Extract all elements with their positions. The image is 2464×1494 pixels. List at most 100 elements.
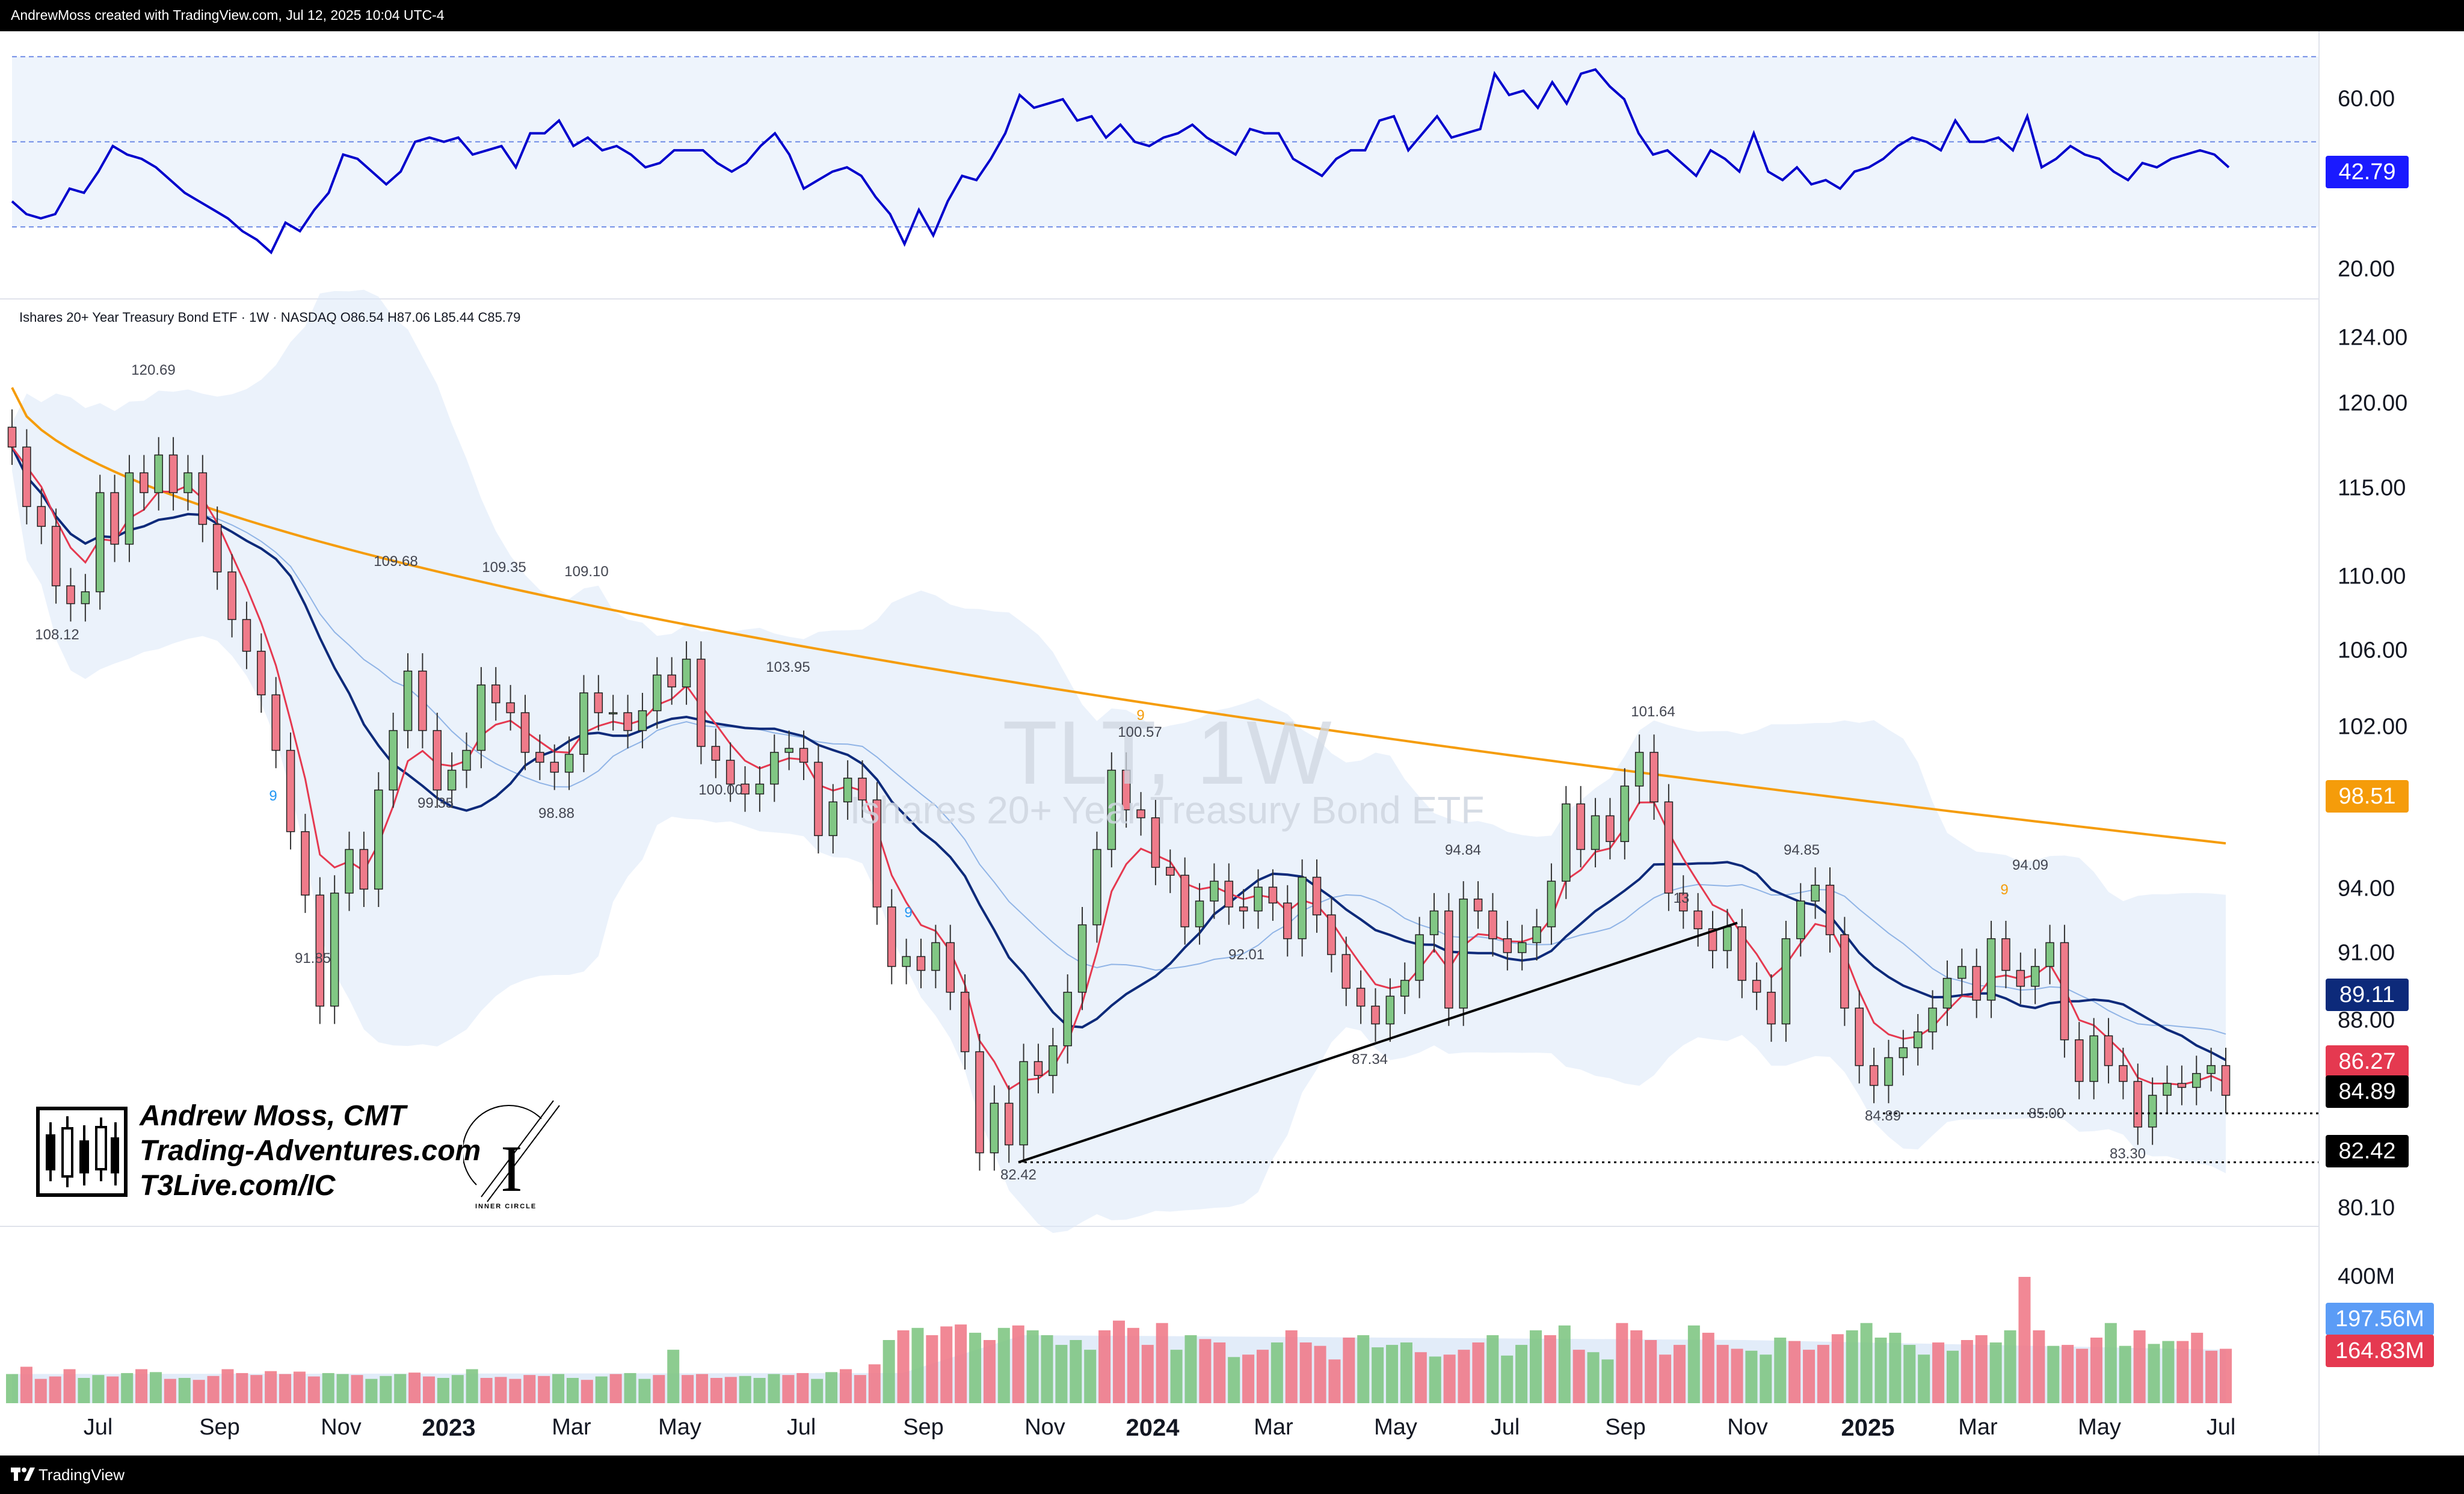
volume-bar	[2090, 1337, 2102, 1403]
bollinger-mid-line	[11, 446, 2226, 1035]
volume-bar	[566, 1378, 579, 1403]
up-candle	[1884, 1057, 1893, 1086]
author-site[interactable]: Trading-Adventures.com	[140, 1135, 481, 1167]
volume-bar	[1242, 1354, 1255, 1403]
volume-bar	[969, 1332, 982, 1403]
up-candle	[81, 591, 90, 604]
down-candle	[1576, 803, 1585, 850]
volume-bar	[1731, 1348, 1743, 1403]
volume-bar	[164, 1379, 176, 1403]
volume-bar	[1544, 1335, 1556, 1403]
price-annotation: 94.84	[1444, 842, 1482, 858]
down-candle	[667, 674, 676, 687]
up-candle	[1723, 926, 1732, 951]
price-tick: 115.00	[2338, 475, 2406, 501]
down-candle	[66, 585, 75, 604]
down-candle	[433, 730, 442, 791]
volume-bar	[78, 1378, 90, 1403]
volume-bar	[265, 1371, 277, 1403]
volume-bar	[2162, 1341, 2175, 1403]
volume-bar	[192, 1380, 205, 1403]
volume-bar	[638, 1379, 651, 1403]
up-candle	[990, 1102, 999, 1154]
down-candle	[1166, 867, 1175, 876]
down-candle	[1708, 928, 1717, 951]
down-candle	[550, 761, 559, 773]
volume-bar	[2205, 1350, 2218, 1403]
price-annotation: 120.69	[131, 362, 176, 378]
up-candle	[1195, 900, 1204, 927]
volume-bar	[2004, 1330, 2016, 1403]
td-count-annotation: 9	[2000, 882, 2009, 898]
up-candle	[95, 492, 105, 592]
down-candle	[140, 472, 149, 493]
down-candle	[1649, 752, 1659, 803]
author-link[interactable]: T3Live.com/IC	[140, 1170, 336, 1202]
up-candle	[1547, 881, 1556, 927]
down-candle	[257, 651, 266, 696]
volume-bar	[20, 1366, 32, 1403]
volume-bar	[1659, 1354, 1672, 1403]
td-count-annotation: 9	[904, 905, 913, 921]
low-price-tag: 82.42	[2326, 1135, 2409, 1167]
up-candle	[2163, 1083, 2172, 1096]
tradingview-brand: TradingView	[38, 1466, 125, 1484]
volume-bar	[394, 1374, 407, 1403]
rsi-value-tag: 42.79	[2326, 156, 2409, 188]
down-candle	[2104, 1035, 2113, 1066]
volume-bar	[1414, 1352, 1427, 1403]
x-tick: Nov	[1727, 1415, 1768, 1440]
up-candle	[1942, 977, 1952, 1009]
volume-bar	[1975, 1335, 1988, 1403]
down-candle	[168, 454, 178, 493]
price-tick: 120.00	[2338, 390, 2408, 416]
down-candle	[491, 684, 500, 704]
up-candle	[1400, 980, 1409, 997]
volume-bar	[882, 1340, 895, 1403]
volume-bar	[149, 1372, 162, 1403]
volume-bar	[897, 1330, 910, 1403]
down-candle	[1180, 875, 1189, 927]
volume-bar	[509, 1379, 522, 1403]
volume-bar	[724, 1377, 737, 1403]
volume-bar	[1702, 1332, 1714, 1403]
volume-bar	[1860, 1323, 1873, 1403]
up-candle	[1517, 942, 1527, 953]
down-candle	[286, 749, 295, 832]
credit-text: AndrewMoss created with TradingView.com,…	[11, 7, 445, 23]
volume-bar	[1745, 1350, 1758, 1403]
bollinger-band	[12, 289, 2226, 1234]
down-candle	[1679, 893, 1688, 912]
down-candle	[242, 619, 251, 652]
price-annotation: 98.88	[538, 805, 575, 822]
volume-bar	[1616, 1323, 1628, 1403]
symbol-legend[interactable]: Ishares 20+ Year Treasury Bond ETF · 1W …	[19, 310, 521, 325]
volume-bar	[1558, 1325, 1571, 1403]
volume-bar	[1601, 1359, 1614, 1403]
down-candle	[814, 761, 823, 837]
volume-bar	[1817, 1345, 1829, 1403]
sma50-price-tag: 89.11	[2326, 979, 2409, 1011]
x-tick-year: 2025	[1841, 1415, 1895, 1441]
volume-bar	[911, 1327, 924, 1403]
price-tick: 88.00	[2338, 1007, 2395, 1033]
down-candle	[594, 692, 603, 713]
down-candle	[1488, 910, 1497, 939]
price-annotation: 109.35	[482, 559, 526, 576]
tradingview-logo-icon	[11, 1468, 35, 1481]
price-annotation: 83.30	[2109, 1146, 2146, 1162]
up-candle	[2207, 1065, 2216, 1074]
x-tick: May	[658, 1415, 701, 1440]
volume-bar	[2220, 1348, 2232, 1403]
sma200-price-tag: 98.51	[2326, 780, 2409, 813]
up-candle	[1620, 785, 1630, 842]
up-candle	[389, 730, 398, 791]
up-candle	[1385, 995, 1395, 1025]
down-candle	[916, 956, 926, 971]
volume-bar	[1645, 1340, 1657, 1403]
volume-bar	[49, 1376, 61, 1403]
volume-bar	[236, 1373, 248, 1403]
top-bar: AndrewMoss created with TradingView.com,…	[0, 0, 2464, 31]
up-candle	[1957, 966, 1967, 979]
